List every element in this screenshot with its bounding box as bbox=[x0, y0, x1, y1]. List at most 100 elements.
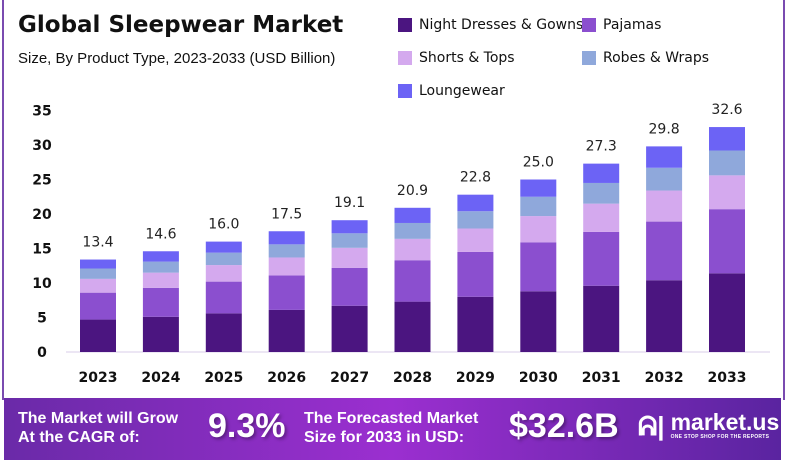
bar-segment-pajamas bbox=[457, 251, 494, 297]
bar-segment-loungewear bbox=[583, 163, 620, 183]
forecast-value: $32.6B bbox=[509, 407, 619, 445]
legend-swatch bbox=[398, 51, 412, 65]
data-label: 20.9 bbox=[397, 183, 428, 199]
x-tick-label: 2032 bbox=[645, 370, 684, 386]
data-label: 25.0 bbox=[523, 155, 554, 171]
x-tick-label: 2024 bbox=[141, 370, 180, 386]
bar-segment-pajamas bbox=[709, 209, 745, 274]
forecast-label-line1: The Forecasted Market bbox=[304, 410, 479, 427]
bar-segment-loungewear bbox=[142, 251, 179, 262]
data-label: 19.1 bbox=[334, 195, 365, 211]
legend-swatch bbox=[582, 51, 596, 65]
bar-segment-night-dresses-gowns bbox=[268, 309, 305, 352]
brand-tagline: ONE STOP SHOP FOR THE REPORTS bbox=[670, 434, 770, 440]
legend-label: Robes & Wraps bbox=[603, 50, 710, 66]
bar-segment-night-dresses-gowns bbox=[709, 273, 745, 352]
bar-segment-loungewear bbox=[709, 127, 745, 151]
bar-segment-robes-wraps bbox=[205, 252, 242, 266]
legend-label: Pajamas bbox=[603, 17, 662, 33]
bar-segment-shorts-tops bbox=[457, 228, 494, 252]
bar-segment-pajamas bbox=[331, 267, 368, 306]
y-tick-label: 5 bbox=[37, 311, 47, 327]
bar-segment-pajamas bbox=[205, 281, 242, 314]
bar-segment-shorts-tops bbox=[520, 216, 557, 243]
data-label: 22.8 bbox=[460, 170, 491, 186]
bar-segment-pajamas bbox=[80, 292, 116, 320]
y-tick-label: 35 bbox=[32, 104, 51, 120]
x-tick-label: 2023 bbox=[79, 370, 118, 386]
bar-segment-loungewear bbox=[205, 241, 242, 253]
x-tick-label: 2031 bbox=[582, 370, 621, 386]
cagr-label-line2: At the CAGR of: bbox=[18, 429, 140, 446]
forecast-label-line2: Size for 2033 in USD: bbox=[304, 429, 465, 446]
bar-segment-robes-wraps bbox=[583, 182, 620, 204]
bar-segment-robes-wraps bbox=[268, 244, 305, 258]
bar-segment-loungewear bbox=[268, 231, 305, 245]
data-label: 29.8 bbox=[649, 121, 680, 137]
chart-title: Global Sleepwear Market bbox=[18, 12, 344, 38]
brand-logo: ᕱ| market.us ONE STOP SHOP FOR THE REPOR… bbox=[638, 410, 779, 441]
bar-segment-loungewear bbox=[80, 259, 116, 269]
bar-segment-robes-wraps bbox=[520, 196, 557, 217]
chart-subtitle: Size, By Product Type, 2023-2033 (USD Bi… bbox=[18, 50, 336, 67]
bar-segment-pajamas bbox=[394, 260, 431, 302]
legend-swatch bbox=[398, 18, 412, 32]
legend-item: Pajamas bbox=[582, 17, 661, 33]
data-label: 13.4 bbox=[82, 235, 113, 251]
data-label: 14.6 bbox=[145, 226, 176, 242]
bar-segment-loungewear bbox=[394, 207, 431, 223]
bar-segment-shorts-tops bbox=[268, 257, 305, 276]
cagr-value: 9.3% bbox=[208, 407, 286, 445]
legend-item: Night Dresses & Gowns bbox=[398, 17, 583, 33]
x-tick-label: 2033 bbox=[708, 370, 747, 386]
y-tick-label: 30 bbox=[32, 138, 52, 154]
bar-segment-shorts-tops bbox=[142, 272, 179, 288]
data-label: 32.6 bbox=[711, 102, 742, 118]
bar-segment-night-dresses-gowns bbox=[520, 291, 557, 352]
brand-name: market.us bbox=[670, 409, 780, 435]
y-tick-label: 0 bbox=[37, 345, 47, 361]
bar-segment-night-dresses-gowns bbox=[80, 319, 116, 352]
x-tick-label: 2028 bbox=[393, 370, 432, 386]
bar-segment-night-dresses-gowns bbox=[457, 296, 494, 352]
bar-segment-pajamas bbox=[646, 221, 683, 281]
footer-banner: The Market will Grow At the CAGR of: 9.3… bbox=[4, 398, 781, 460]
bar-segment-night-dresses-gowns bbox=[646, 280, 683, 352]
data-label: 27.3 bbox=[586, 139, 617, 155]
legend-label: Loungewear bbox=[419, 83, 505, 99]
chart-frame bbox=[2, 0, 785, 400]
bar-segment-night-dresses-gowns bbox=[205, 313, 242, 352]
bar-segment-shorts-tops bbox=[205, 265, 242, 282]
x-tick-label: 2029 bbox=[456, 370, 495, 386]
bar-segment-pajamas bbox=[583, 231, 620, 286]
legend-swatch bbox=[398, 84, 412, 98]
bar-segment-loungewear bbox=[520, 179, 557, 197]
y-tick-label: 10 bbox=[32, 276, 52, 292]
bar-segment-robes-wraps bbox=[331, 233, 368, 248]
bar-segment-shorts-tops bbox=[646, 190, 683, 222]
legend-label: Night Dresses & Gowns bbox=[419, 17, 584, 33]
bar-segment-loungewear bbox=[646, 146, 683, 168]
x-tick-label: 2025 bbox=[204, 370, 243, 386]
bar-segment-robes-wraps bbox=[142, 261, 179, 273]
legend-swatch bbox=[582, 18, 596, 32]
bar-segment-robes-wraps bbox=[80, 268, 116, 279]
legend-item: Robes & Wraps bbox=[582, 50, 709, 66]
x-tick-label: 2027 bbox=[330, 370, 369, 386]
stacked-bar-chart: 0510152025303513.4202314.6202416.0202517… bbox=[32, 102, 770, 386]
x-tick-label: 2030 bbox=[519, 370, 558, 386]
bar-segment-loungewear bbox=[331, 220, 368, 234]
bar-segment-loungewear bbox=[457, 194, 494, 212]
legend-item: Loungewear bbox=[398, 83, 505, 99]
bar-segment-pajamas bbox=[520, 242, 557, 292]
legend-item: Shorts & Tops bbox=[398, 50, 515, 66]
y-tick-label: 15 bbox=[32, 242, 51, 258]
bar-segment-night-dresses-gowns bbox=[394, 301, 431, 352]
bar-segment-shorts-tops bbox=[80, 278, 116, 293]
bar-segment-robes-wraps bbox=[709, 150, 745, 176]
bar-segment-night-dresses-gowns bbox=[142, 316, 179, 352]
bar-segment-night-dresses-gowns bbox=[583, 285, 620, 352]
bar-segment-robes-wraps bbox=[646, 167, 683, 191]
legend-label: Shorts & Tops bbox=[419, 50, 515, 66]
y-tick-label: 25 bbox=[32, 173, 51, 189]
